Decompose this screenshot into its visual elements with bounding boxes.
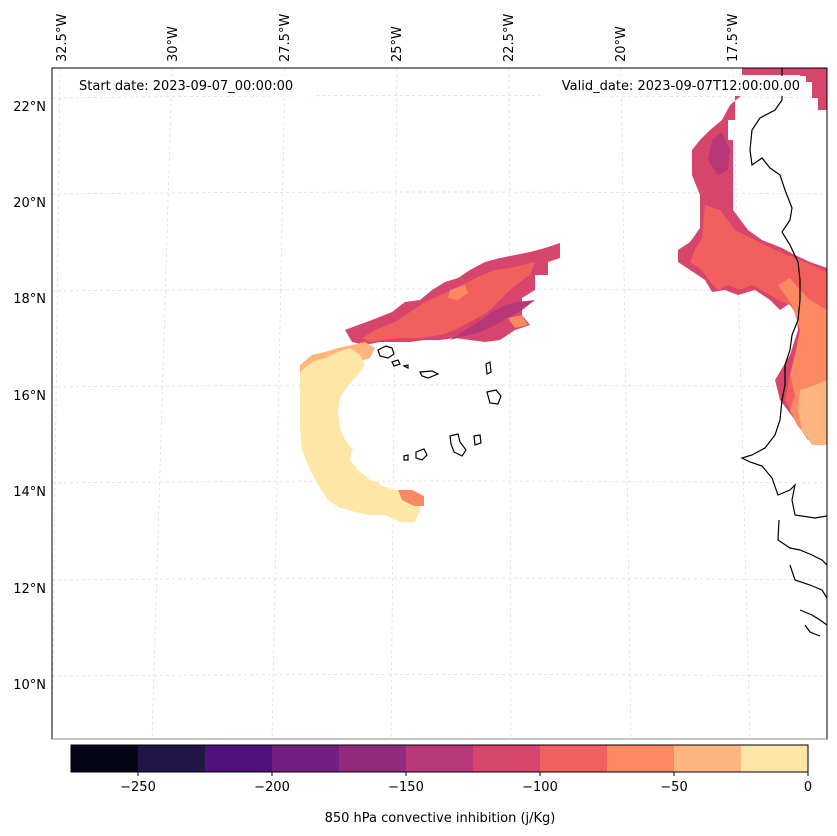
colorbar-bin bbox=[272, 745, 340, 772]
lon-label-17-5w: 17.5°W bbox=[726, 14, 741, 62]
colorbar-bin bbox=[741, 745, 809, 772]
cin-region-east-pale bbox=[798, 380, 827, 445]
cape-verde-island-santo-antao bbox=[377, 345, 395, 359]
cin-arc-gap bbox=[350, 450, 378, 482]
colorbar-tick-label: 0 bbox=[804, 780, 812, 795]
lon-label-32-5w: 32.5°W bbox=[55, 14, 70, 62]
colorbar-bin bbox=[540, 745, 608, 772]
cin-region-east-dark bbox=[708, 132, 730, 175]
cape-verde-island-boa-vista bbox=[486, 389, 502, 405]
africa-coastline bbox=[740, 68, 827, 637]
lon-label-20w: 20°W bbox=[614, 26, 629, 62]
cape-verde-island-sal bbox=[485, 361, 492, 375]
cin-plume-light-2 bbox=[508, 315, 528, 328]
lon-label-30w: 30°W bbox=[166, 26, 181, 62]
cape-verde-island-brava bbox=[403, 454, 409, 461]
colorbar-bin bbox=[138, 745, 206, 772]
cape-verde-island-maio bbox=[473, 434, 482, 446]
cape-verde-island-sao-nicolau bbox=[419, 370, 440, 379]
colorbar-tick-label: −150 bbox=[388, 780, 424, 795]
colorbar-tick-label: −250 bbox=[120, 780, 156, 795]
cin-plume-mid bbox=[362, 262, 535, 342]
colorbar-bin bbox=[339, 745, 407, 772]
cape-verde-island-santiago bbox=[449, 433, 467, 457]
colorbar-bin bbox=[473, 745, 541, 772]
colorbar-bin bbox=[674, 745, 742, 772]
cape-verde-island-sao-vicente bbox=[391, 359, 401, 367]
colorbar-tick-label: −200 bbox=[254, 780, 290, 795]
cape-verde-island-santa-luzia bbox=[402, 364, 409, 369]
lat-label-14n: 14°N bbox=[13, 485, 46, 500]
colorbar-bin bbox=[71, 745, 139, 772]
colorbar-tick-label: −100 bbox=[522, 780, 558, 795]
colorbar: −250 −200 −150 −100 −50 0 bbox=[70, 744, 812, 795]
latitude-labels: 22°N 20°N 18°N 16°N 14°N 12°N 10°N bbox=[13, 100, 46, 693]
valid-date-box bbox=[540, 76, 806, 96]
start-date-box bbox=[72, 76, 314, 96]
lon-label-25w: 25°W bbox=[390, 26, 405, 62]
lat-label-10n: 10°N bbox=[13, 678, 46, 693]
lat-label-20n: 20°N bbox=[13, 196, 46, 211]
lat-label-12n: 12°N bbox=[13, 582, 46, 597]
cin-contour-fields bbox=[300, 68, 827, 522]
valid-date-label: Valid_date: 2023-09-07T12:00:00.00 bbox=[562, 79, 800, 94]
colorbar-bin bbox=[406, 745, 474, 772]
lat-label-22n: 22°N bbox=[13, 100, 46, 115]
lat-label-18n: 18°N bbox=[13, 292, 46, 307]
cin-arc-tip bbox=[398, 490, 424, 506]
colorbar-frame bbox=[70, 744, 809, 773]
cin-arc-main bbox=[300, 348, 420, 522]
cape-verde-island-fogo bbox=[415, 448, 428, 461]
longitude-labels: 32.5°W 30°W 27.5°W 25°W 22.5°W 20°W 17.5… bbox=[55, 14, 741, 62]
coastlines bbox=[377, 68, 827, 637]
lat-label-16n: 16°N bbox=[13, 389, 46, 404]
lon-label-22-5w: 22.5°W bbox=[502, 14, 517, 62]
colorbar-tick-label: −50 bbox=[660, 780, 687, 795]
start-date-label: Start date: 2023-09-07_00:00:00 bbox=[79, 79, 293, 94]
colorbar-bin bbox=[205, 745, 273, 772]
colorbar-label: 850 hPa convective inhibition (j/Kg) bbox=[325, 811, 556, 826]
colorbar-bin bbox=[607, 745, 675, 772]
graticule bbox=[52, 68, 827, 739]
lon-label-27-5w: 27.5°W bbox=[278, 14, 293, 62]
cin-plume-light bbox=[448, 285, 468, 300]
cin-plume-dark bbox=[450, 300, 535, 340]
